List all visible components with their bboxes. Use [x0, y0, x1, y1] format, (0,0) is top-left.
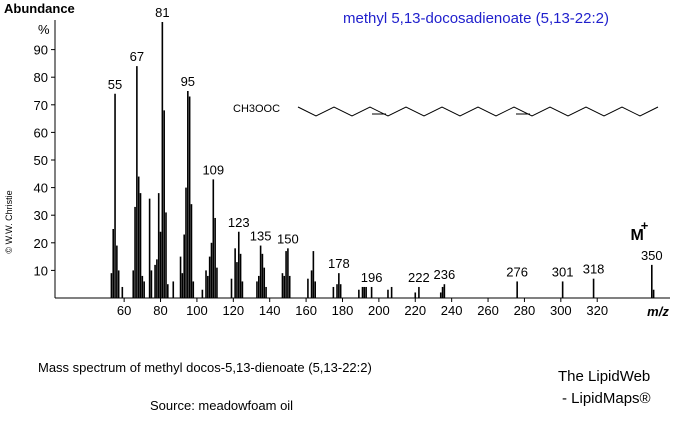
peak-label: 95 — [181, 74, 195, 89]
x-tick-label: 200 — [368, 303, 390, 318]
x-tick-label: 160 — [295, 303, 317, 318]
peak-label: 178 — [328, 256, 350, 271]
caption: Mass spectrum of methyl docos-5,13-dieno… — [38, 360, 372, 375]
x-tick-label: 240 — [441, 303, 463, 318]
y-tick-label: 20 — [34, 236, 48, 251]
y-tick-label: 50 — [34, 153, 48, 168]
x-tick-label: 140 — [259, 303, 281, 318]
x-tick-label: 80 — [153, 303, 167, 318]
brand: - LipidMaps® — [562, 390, 651, 407]
peak-label: 67 — [130, 49, 144, 64]
peak-label: 196 — [361, 270, 383, 285]
x-axis-label: m/z — [647, 304, 669, 319]
x-tick-label: 220 — [404, 303, 426, 318]
chart-title: methyl 5,13-docosadienoate (5,13-22:2) — [343, 10, 609, 27]
y-tick-label: 40 — [34, 181, 48, 196]
x-tick-label: 100 — [186, 303, 208, 318]
x-tick-label: 300 — [550, 303, 572, 318]
brand: The LipidWeb — [558, 368, 650, 385]
structure-label: CH3OOC — [233, 103, 280, 115]
x-tick-label: 180 — [332, 303, 354, 318]
peak-label: 135 — [250, 229, 272, 244]
molecular-ion-charge: + — [641, 218, 649, 233]
x-tick-label: 280 — [514, 303, 536, 318]
y-tick-label: 70 — [34, 98, 48, 113]
x-tick-label: 260 — [477, 303, 499, 318]
molecular-ion-label: M — [630, 227, 643, 244]
y-tick-label: 80 — [34, 70, 48, 85]
peak-label: 222 — [408, 270, 430, 285]
y-tick-label: 90 — [34, 43, 48, 58]
peak-label: 301 — [552, 264, 574, 279]
y-tick-label: 30 — [34, 208, 48, 223]
copyright: © W.W. Christie — [4, 190, 14, 253]
x-tick-label: 320 — [586, 303, 608, 318]
peak-label: 276 — [506, 264, 528, 279]
peak-label: 318 — [583, 262, 605, 277]
peak-label: 123 — [228, 215, 250, 230]
y-tick-label: 10 — [34, 263, 48, 278]
peak-label: 150 — [277, 231, 299, 246]
structure-chain — [297, 106, 659, 117]
peak-label: 350 — [641, 248, 663, 263]
x-tick-label: 60 — [117, 303, 131, 318]
y-axis-unit: % — [38, 22, 50, 37]
x-tick-label: 120 — [222, 303, 244, 318]
y-tick-label: 60 — [34, 125, 48, 140]
peak-label: 81 — [155, 5, 169, 20]
source: Source: meadowfoam oil — [150, 398, 293, 413]
peak-label: 236 — [434, 267, 456, 282]
peak-label: 55 — [108, 77, 122, 92]
y-axis-label: Abundance — [4, 1, 75, 16]
peak-label: 109 — [202, 162, 224, 177]
